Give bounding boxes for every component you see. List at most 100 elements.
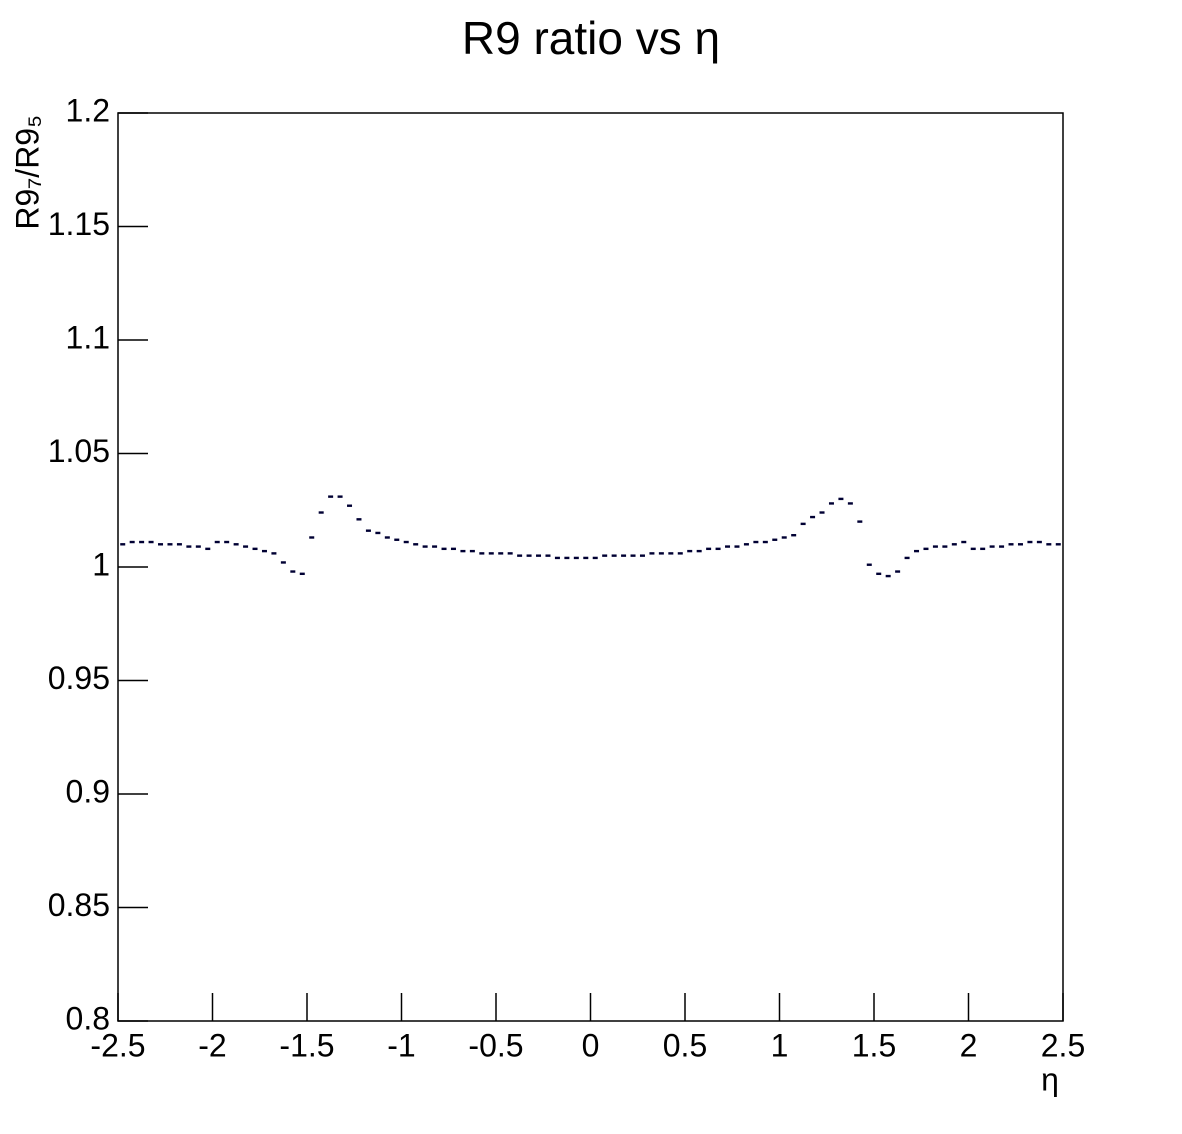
data-point — [176, 543, 182, 546]
data-point — [706, 547, 712, 551]
data-point — [687, 549, 693, 553]
data-point — [895, 570, 901, 573]
data-point — [762, 540, 768, 544]
x-tick-label: -2.5 — [90, 1027, 145, 1063]
data-point — [347, 504, 353, 507]
x-tick-label: -1.5 — [279, 1027, 334, 1063]
y-axis-title: R9₇/R9₅ — [9, 115, 45, 230]
data-point — [668, 552, 674, 555]
y-tick-label: 0.9 — [66, 773, 110, 809]
data-point — [715, 547, 721, 551]
data-point — [479, 552, 485, 555]
data-point — [356, 518, 362, 521]
x-tick-label: -2 — [198, 1027, 226, 1063]
data-point — [866, 563, 872, 566]
data-point — [214, 540, 220, 544]
data-point — [573, 556, 579, 560]
data-point — [602, 554, 608, 557]
data-point — [384, 536, 390, 539]
data-point — [611, 554, 617, 557]
y-tick-label: 0.95 — [48, 660, 110, 696]
data-point — [422, 545, 428, 548]
data-point — [838, 497, 844, 501]
chart-title: R9 ratio vs η — [462, 12, 720, 64]
data-point — [545, 554, 551, 557]
data-point — [961, 540, 967, 544]
y-tick-label: 0.8 — [66, 1000, 110, 1036]
x-tick-label: -1 — [387, 1027, 415, 1063]
data-point — [772, 538, 778, 541]
data-point — [318, 511, 324, 514]
data-point — [488, 552, 494, 555]
data-point — [885, 574, 891, 578]
data-point — [167, 543, 173, 546]
data-point — [148, 540, 154, 544]
data-point — [120, 543, 126, 546]
data-point — [224, 540, 230, 544]
data-point — [649, 552, 655, 555]
data-point — [989, 545, 995, 548]
data-point — [734, 545, 740, 548]
data-point — [403, 540, 409, 544]
x-tick-label: 1.5 — [852, 1027, 896, 1063]
data-point — [375, 531, 381, 535]
data-point — [129, 540, 135, 544]
data-point — [413, 543, 419, 546]
x-tick-label: 1 — [771, 1027, 789, 1063]
data-point — [876, 572, 882, 576]
data-point — [450, 547, 456, 551]
data-point — [847, 502, 853, 505]
data-point — [280, 561, 286, 564]
data-point — [271, 552, 277, 555]
y-tick-label: 1.05 — [48, 433, 110, 469]
data-point — [791, 534, 797, 537]
data-point — [252, 547, 258, 551]
x-axis-title: η — [1041, 1061, 1059, 1097]
data-point — [261, 549, 267, 553]
data-point — [328, 495, 334, 498]
x-tick-label: 0.5 — [663, 1027, 707, 1063]
data-point — [810, 515, 816, 519]
data-point — [243, 545, 249, 548]
data-point — [299, 572, 305, 576]
data-point — [932, 545, 938, 548]
y-tick-label: 1.15 — [48, 206, 110, 242]
data-point — [526, 554, 532, 557]
data-point — [365, 529, 371, 532]
data-point — [1008, 543, 1014, 546]
data-point — [507, 552, 513, 555]
data-point — [621, 554, 627, 557]
data-point — [828, 502, 834, 505]
data-point — [743, 543, 749, 546]
y-tick-label: 1 — [92, 546, 110, 582]
data-point — [1055, 543, 1061, 546]
data-point — [1036, 540, 1042, 544]
data-point — [564, 556, 570, 560]
data-point — [800, 522, 806, 526]
y-tick-label: 1.1 — [66, 319, 110, 355]
plot-frame — [117, 112, 1064, 1022]
data-point — [658, 552, 664, 555]
data-point — [980, 547, 986, 551]
data-point — [639, 554, 645, 557]
data-point — [460, 549, 466, 553]
data-point — [536, 554, 542, 557]
data-point — [696, 549, 702, 553]
data-point — [677, 552, 683, 555]
data-point — [781, 536, 787, 539]
data-point — [205, 547, 211, 551]
data-point — [554, 556, 560, 560]
data-point — [999, 545, 1005, 548]
x-tick-label: 0 — [582, 1027, 600, 1063]
data-point — [186, 545, 192, 548]
data-point — [158, 543, 164, 546]
data-point — [432, 545, 438, 548]
data-point — [309, 536, 315, 539]
data-point — [725, 545, 731, 548]
data-point — [753, 540, 759, 544]
data-point — [1027, 540, 1033, 544]
data-point — [441, 547, 447, 551]
data-point — [469, 549, 475, 553]
data-point — [195, 545, 201, 548]
